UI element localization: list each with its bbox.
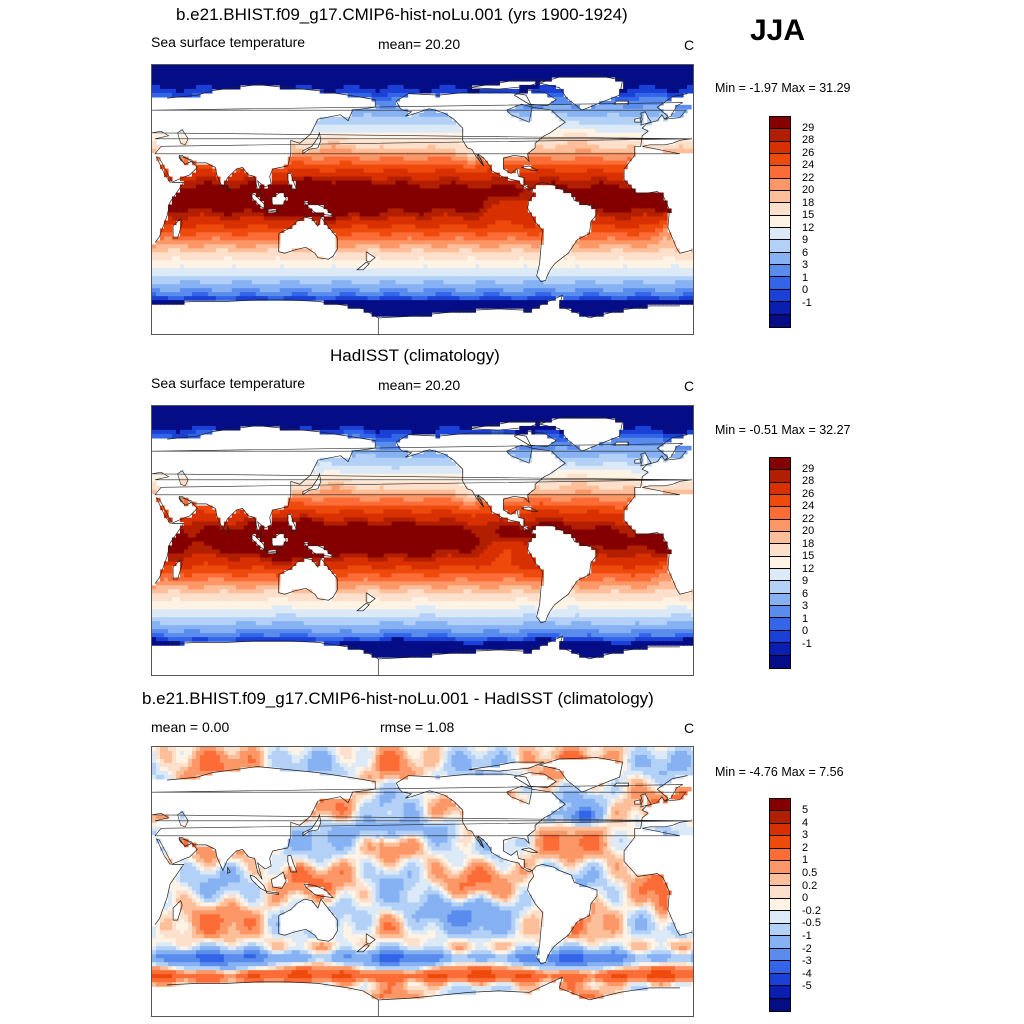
colorbar-tick-label: 22 [802, 512, 815, 525]
season-label: JJA [750, 14, 806, 47]
colorbar-tick-label: 24 [802, 159, 815, 172]
colorbar-tick-label: 6 [802, 246, 809, 259]
colorbar-tick-label: 4 [802, 816, 809, 829]
panel-title: HadISST (climatology) [330, 346, 500, 365]
mean-label: mean= 20.20 [378, 36, 461, 52]
colorbar-tick-label: -3 [802, 955, 812, 968]
colorbar [769, 457, 791, 669]
colorbar-tick-label: -1 [802, 296, 812, 309]
colorbar-tick-label: -4 [802, 967, 812, 980]
colorbar-tick-label: 0.2 [802, 879, 818, 892]
units-label: C [684, 720, 695, 736]
coastlines [152, 75, 693, 334]
field-cells [152, 65, 693, 317]
colorbar-tick-label: 2 [802, 841, 809, 854]
colorbar-tick-label: 12 [802, 221, 815, 234]
colorbar-tick-label: 3 [802, 259, 809, 272]
colorbar-tick-label: 29 [802, 462, 815, 475]
colorbar-tick-label: 18 [802, 196, 815, 209]
colorbar-tick-label: 20 [802, 184, 815, 197]
min-max-label: Min = -1.97 Max = 31.29 [715, 81, 851, 95]
colorbar-tick-label: 12 [802, 562, 815, 575]
map-sst-model [151, 64, 694, 335]
colorbar-tick-label: -1 [802, 637, 812, 650]
colorbar-tick-label: 15 [802, 550, 815, 563]
colorbar-tick-label: 9 [802, 575, 809, 588]
colorbar-tick-label: -1 [802, 929, 812, 942]
map-sst-obs [151, 405, 694, 676]
colorbar-tick-label: 28 [802, 475, 815, 488]
colorbar-tick-label: 0 [802, 284, 809, 297]
colorbar [769, 116, 791, 328]
colorbar-tick-label: -0.5 [802, 917, 821, 930]
colorbar-tick-label: 15 [802, 209, 815, 222]
rmse-label: rmse = 1.08 [380, 719, 455, 735]
field-cells [152, 406, 693, 658]
variable-label: Sea surface temperature [151, 34, 306, 50]
variable-label: Sea surface temperature [151, 375, 306, 391]
colorbar-tick-label: 3 [802, 600, 809, 613]
colorbar-tick-label: 28 [802, 134, 815, 147]
colorbar-tick-label: 0.5 [802, 867, 818, 880]
colorbar-tick-label: 5 [802, 804, 809, 817]
units-label: C [684, 37, 695, 53]
min-max-label: Min = -0.51 Max = 32.27 [715, 423, 851, 437]
units-label: C [684, 378, 695, 394]
colorbar-tick-label: 24 [802, 500, 815, 513]
colorbar-tick-label: -0.2 [802, 904, 821, 917]
colorbar-tick-label: 6 [802, 587, 809, 600]
colorbar-tick-label: 29 [802, 121, 815, 134]
colorbar-tick-label: -5 [802, 980, 812, 993]
coastlines [152, 757, 693, 1016]
min-max-label: Min = -4.76 Max = 7.56 [715, 765, 844, 779]
map-difference [151, 746, 694, 1017]
colorbar-tick-label: 1 [802, 271, 809, 284]
colorbar-tick-label: -2 [802, 942, 812, 955]
colorbar-tick-label: 26 [802, 487, 815, 500]
colorbar-tick-label: 26 [802, 146, 815, 159]
colorbar-tick-label: 1 [802, 612, 809, 625]
colorbar-tick-label: 20 [802, 525, 815, 538]
colorbar-tick-label: 1 [802, 854, 809, 867]
mean-label: mean= 20.20 [378, 377, 461, 393]
panel-title: b.e21.BHIST.f09_g17.CMIP6-hist-noLu.001 … [142, 689, 654, 708]
panel-title: b.e21.BHIST.f09_g17.CMIP6-hist-noLu.001 … [176, 5, 628, 24]
colorbar-tick-label: 22 [802, 171, 815, 184]
coastlines [152, 416, 693, 675]
colorbar-tick-label: 0 [802, 892, 809, 905]
colorbar-tick-label: 0 [802, 625, 809, 638]
field-cells [152, 747, 693, 999]
colorbar-tick-label: 9 [802, 234, 809, 247]
colorbar [769, 798, 791, 1012]
colorbar-tick-label: 18 [802, 537, 815, 550]
mean-label: mean = 0.00 [151, 719, 230, 735]
colorbar-tick-label: 3 [802, 829, 809, 842]
